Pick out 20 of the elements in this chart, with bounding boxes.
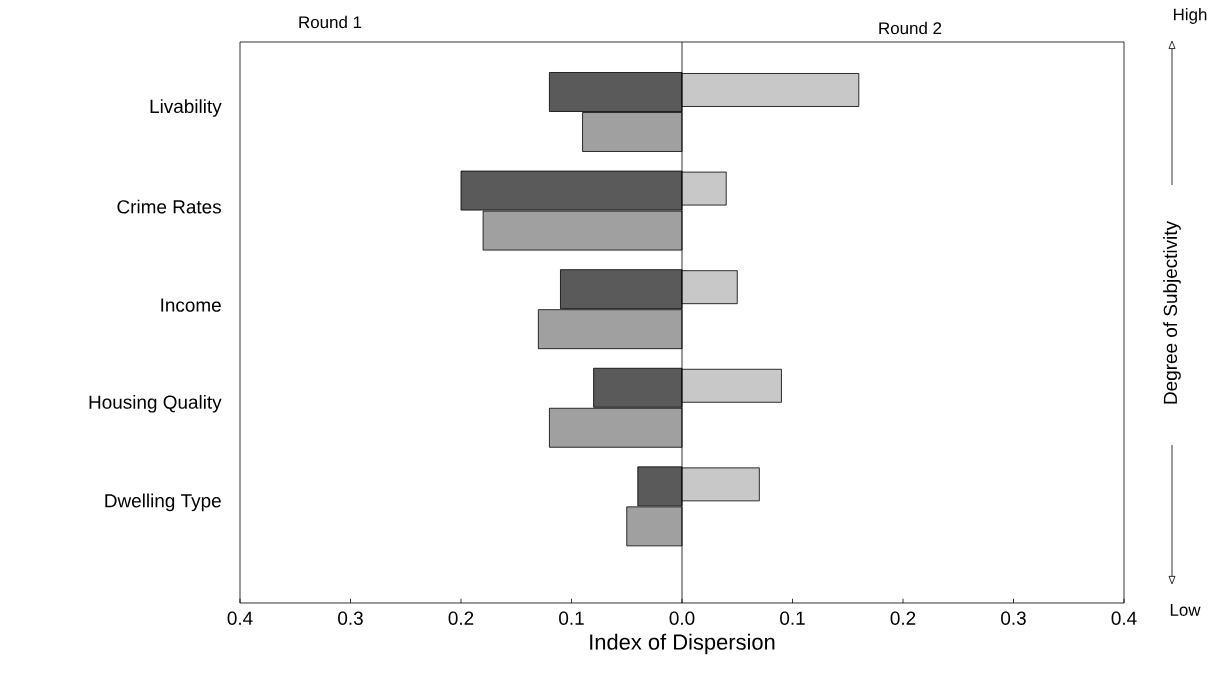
x-tick-label: 0.1 bbox=[559, 611, 584, 625]
y-tick-label: Housing Quality bbox=[89, 394, 222, 413]
x-tick-label: 0.4 bbox=[227, 611, 253, 625]
x-tick-label: 0.0 bbox=[669, 611, 695, 625]
y2-axis-title: Degree of Subjectivity bbox=[1163, 221, 1181, 404]
x-tick-label: 0.2 bbox=[448, 611, 474, 625]
x-tick-label: 0.1 bbox=[780, 611, 805, 625]
text: Low bbox=[1170, 604, 1201, 616]
y-tick-label: Income bbox=[161, 298, 221, 312]
x-axis-title: Index of Dispersion bbox=[590, 633, 775, 655]
y-tick-label: Livability bbox=[150, 99, 222, 117]
text: High bbox=[1173, 8, 1207, 24]
y-tick-label: Dwelling Type bbox=[105, 493, 221, 512]
text: Round 1 bbox=[299, 15, 362, 29]
x-tick-label: 0.3 bbox=[338, 611, 363, 625]
x-tick-label: 0.2 bbox=[890, 611, 916, 625]
x-tick-label: 0.4 bbox=[1111, 611, 1137, 625]
y-tick-label: Crime Rates bbox=[117, 199, 221, 214]
text: Round 2 bbox=[879, 21, 942, 35]
x-tick-label: 0.3 bbox=[1001, 611, 1026, 625]
